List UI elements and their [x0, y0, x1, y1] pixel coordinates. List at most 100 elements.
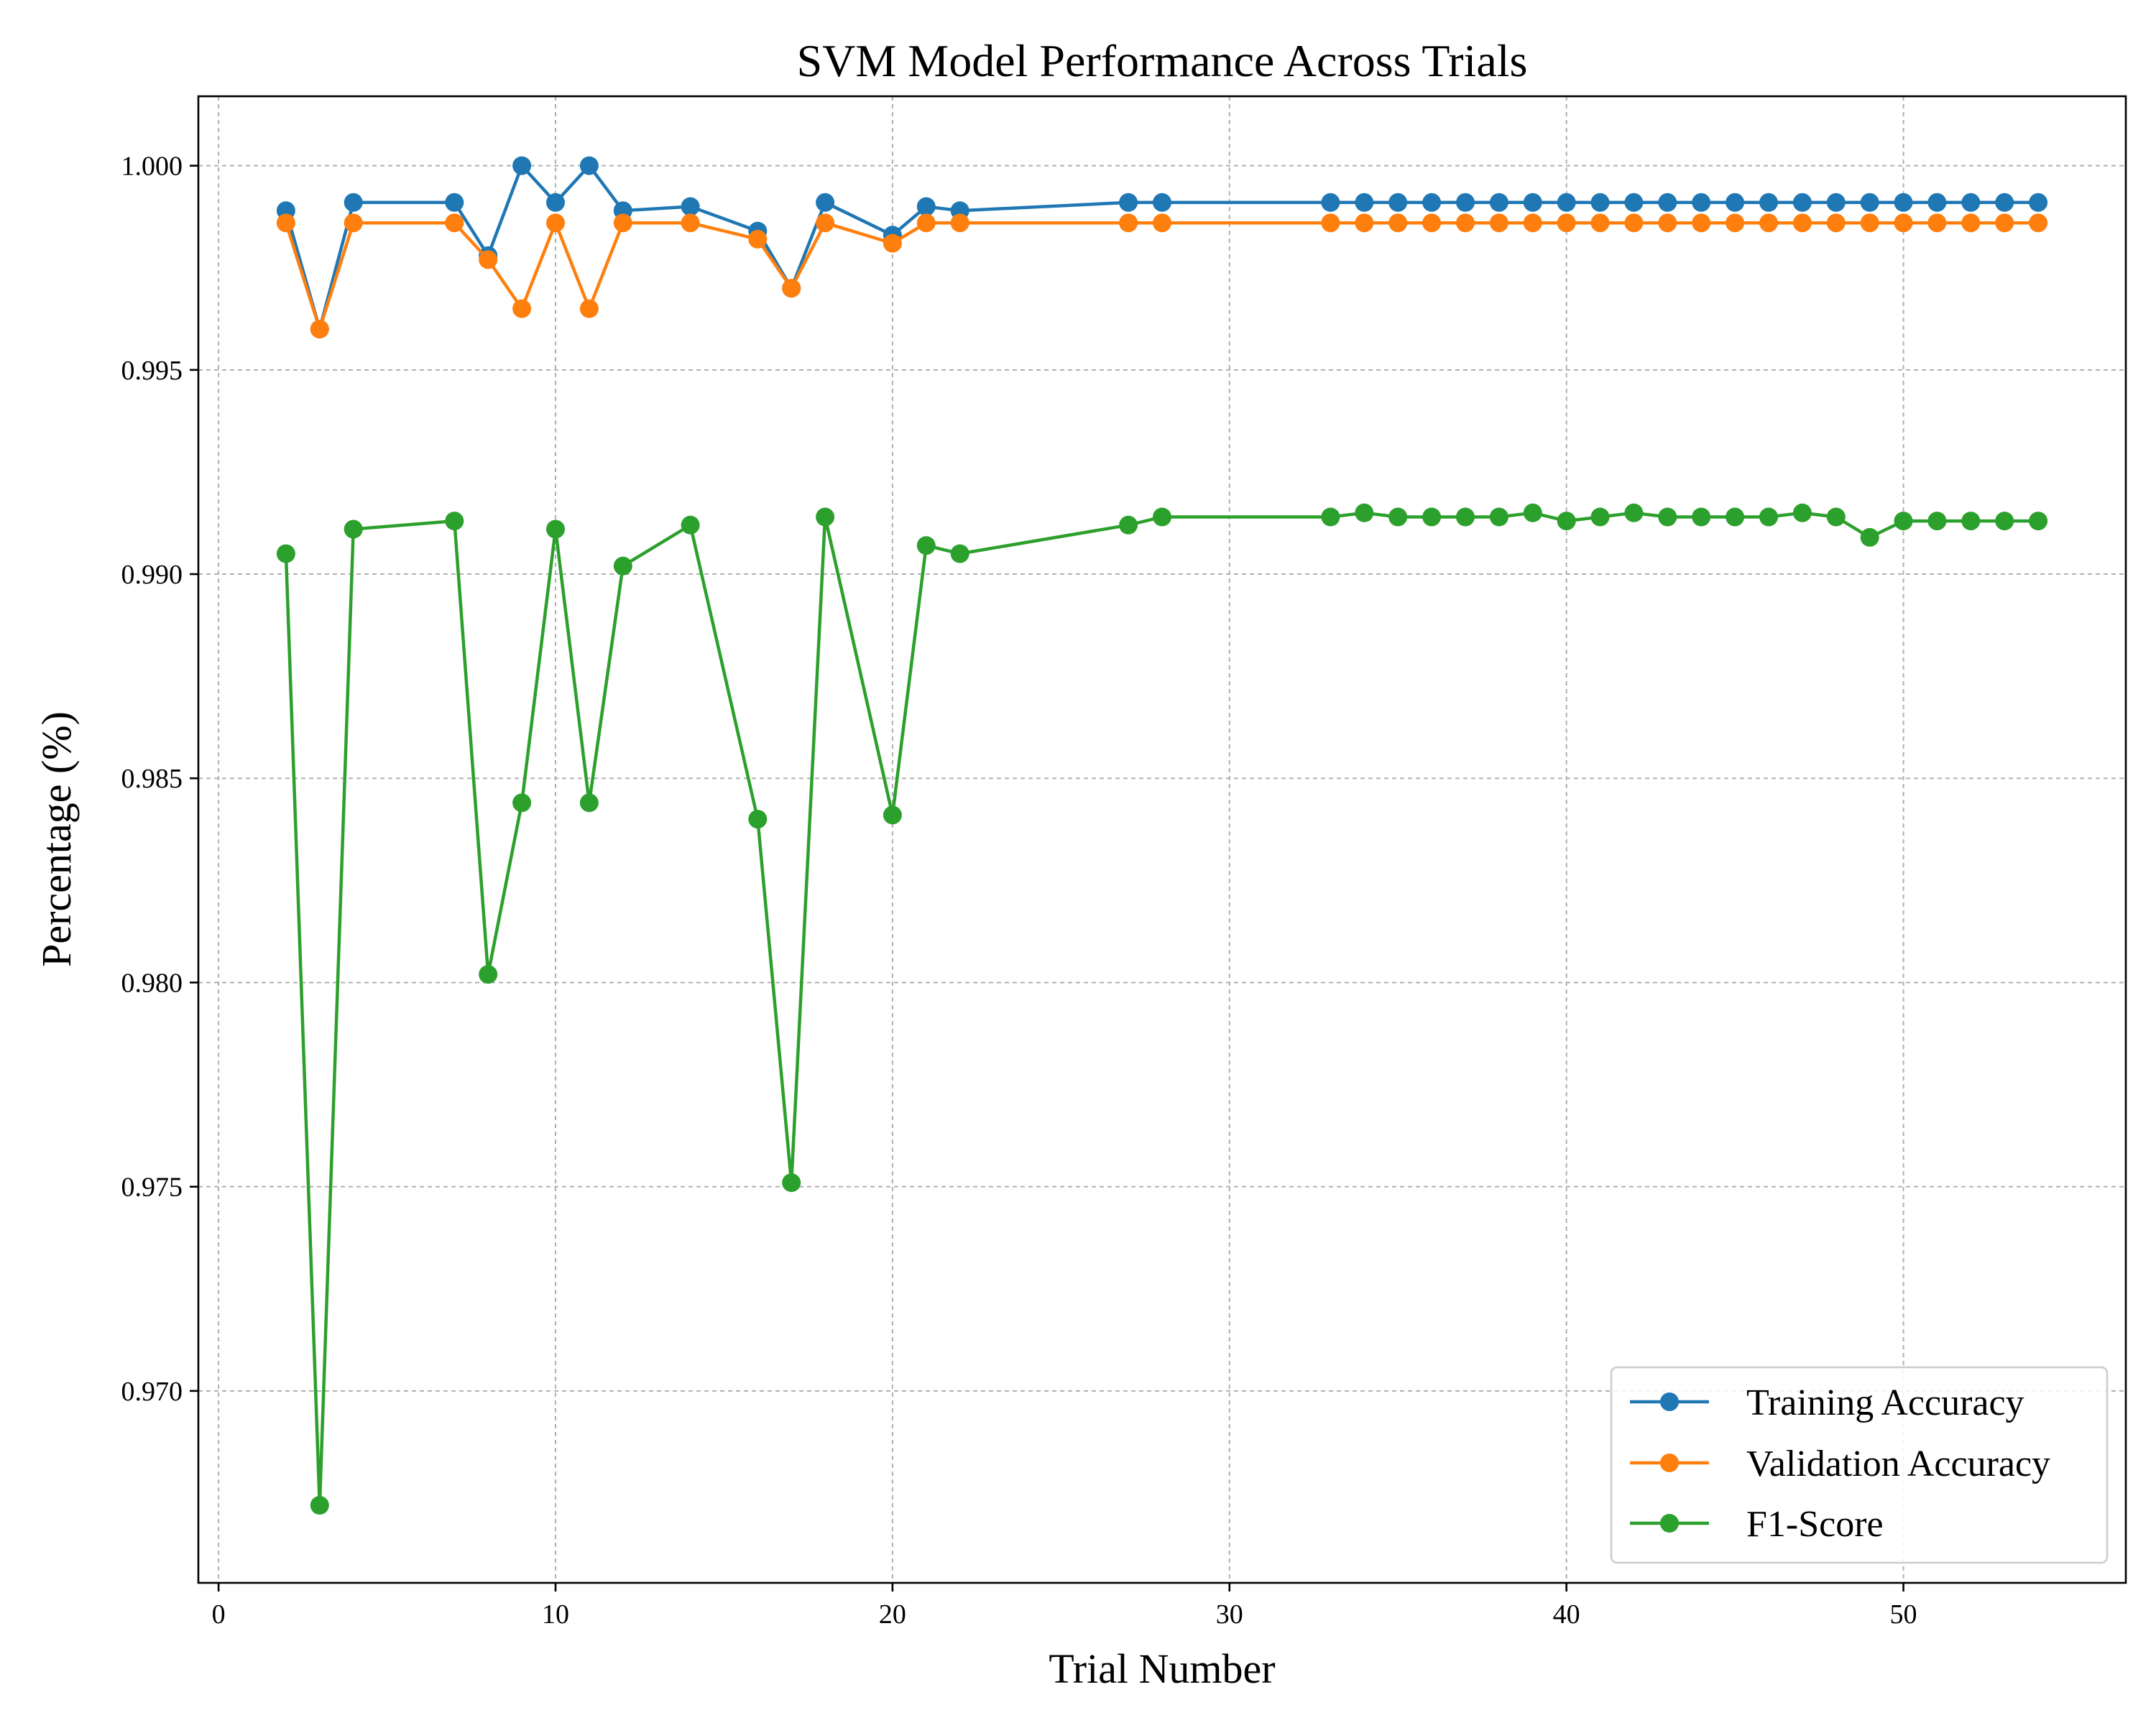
data-point-training-accuracy	[1726, 193, 1745, 212]
data-point-validation-accuracy	[1153, 213, 1171, 233]
data-point-f1-score	[1355, 503, 1374, 522]
data-point-training-accuracy	[1894, 193, 1913, 212]
data-point-training-accuracy	[1456, 193, 1475, 212]
x-tick-label: 30	[1216, 1599, 1243, 1630]
data-point-f1-score	[1826, 507, 1846, 527]
y-tick-label: 0.970	[121, 1377, 183, 1407]
data-point-training-accuracy	[681, 197, 700, 216]
x-tick-label: 20	[879, 1599, 906, 1630]
series-line-training-accuracy	[284, 164, 2039, 331]
y-axis-ticks: 0.970 0.975 0.980 0.985 0.990 0.995 1.000	[121, 152, 198, 1407]
data-point-f1-score	[613, 556, 632, 576]
data-point-validation-accuracy	[1826, 213, 1846, 233]
data-point-training-accuracy	[1927, 193, 1947, 212]
series-validation-accuracy	[276, 213, 2048, 338]
y-axis-label: Percentage (%)	[33, 711, 80, 967]
data-point-validation-accuracy	[1557, 213, 1576, 233]
y-tick-label: 0.980	[121, 968, 183, 998]
data-point-training-accuracy	[916, 197, 936, 216]
data-point-validation-accuracy	[1624, 213, 1644, 233]
data-point-validation-accuracy	[546, 213, 565, 233]
x-tick-label: 0	[212, 1599, 226, 1630]
data-point-f1-score	[546, 519, 565, 539]
data-point-validation-accuracy	[1995, 213, 2014, 233]
data-point-f1-score	[1321, 507, 1340, 527]
legend: Training Accuracy Validation Accuracy F1…	[1610, 1366, 2109, 1564]
data-point-validation-accuracy	[1456, 213, 1475, 233]
data-point-training-accuracy	[1489, 193, 1508, 212]
data-point-training-accuracy	[512, 156, 532, 175]
data-point-f1-score	[1995, 512, 2014, 531]
data-point-training-accuracy	[1523, 193, 1542, 212]
data-point-f1-score	[748, 810, 768, 829]
data-point-f1-score	[1388, 507, 1408, 527]
data-point-f1-score	[816, 507, 835, 527]
data-point-f1-score	[1961, 512, 1981, 531]
series-f1-score	[276, 503, 2048, 1515]
data-point-f1-score	[1557, 512, 1576, 531]
data-point-f1-score	[782, 1173, 801, 1192]
legend-frame	[1610, 1366, 2109, 1564]
data-point-training-accuracy	[1658, 193, 1677, 212]
data-point-f1-score	[1523, 503, 1542, 522]
data-point-validation-accuracy	[681, 213, 700, 233]
data-point-training-accuracy	[1826, 193, 1846, 212]
data-point-training-accuracy	[1624, 193, 1644, 212]
data-point-f1-score	[579, 793, 599, 813]
data-point-f1-score	[1153, 507, 1171, 527]
legend-entry-f1: F1-Score	[1630, 1504, 1884, 1545]
data-point-f1-score	[1489, 507, 1508, 527]
data-point-f1-score	[1624, 503, 1644, 522]
data-point-f1-score	[1792, 503, 1812, 522]
data-point-training-accuracy	[2029, 193, 2048, 212]
data-point-f1-score	[1456, 507, 1475, 527]
y-tick-label: 0.995	[121, 356, 183, 386]
y-tick-label: 0.985	[121, 764, 183, 794]
data-point-validation-accuracy	[883, 234, 902, 253]
data-point-f1-score	[2029, 512, 2048, 531]
data-point-validation-accuracy	[1321, 213, 1340, 233]
data-point-validation-accuracy	[310, 320, 329, 338]
data-point-validation-accuracy	[748, 229, 768, 249]
data-point-validation-accuracy	[1961, 213, 1981, 233]
data-point-validation-accuracy	[1927, 213, 1947, 233]
x-tick-label: 50	[1890, 1599, 1917, 1630]
data-point-f1-score	[1759, 507, 1778, 527]
data-point-training-accuracy	[1961, 193, 1981, 212]
data-point-training-accuracy	[1995, 193, 2014, 212]
data-point-validation-accuracy	[916, 213, 936, 233]
chart-title: SVM Model Performance Across Trials	[797, 35, 1528, 86]
data-point-validation-accuracy	[1355, 213, 1374, 233]
data-point-training-accuracy	[1119, 193, 1138, 212]
data-point-training-accuracy	[816, 193, 835, 212]
series-layer	[276, 156, 2048, 1515]
data-point-f1-score	[1860, 527, 1879, 547]
data-point-f1-score	[1658, 507, 1677, 527]
data-point-validation-accuracy	[1860, 213, 1879, 233]
data-point-f1-score	[310, 1496, 329, 1515]
data-point-training-accuracy	[344, 193, 363, 212]
data-point-validation-accuracy	[579, 299, 599, 318]
legend-marker-training	[1660, 1392, 1679, 1411]
data-point-validation-accuracy	[1388, 213, 1408, 233]
data-point-validation-accuracy	[479, 250, 498, 269]
data-point-f1-score	[1726, 507, 1745, 527]
data-point-training-accuracy	[1792, 193, 1812, 212]
data-point-training-accuracy	[1590, 193, 1610, 212]
data-point-training-accuracy	[1860, 193, 1879, 212]
legend-label-training: Training Accuracy	[1746, 1382, 2024, 1423]
x-tick-label: 40	[1553, 1599, 1580, 1630]
data-point-f1-score	[1119, 515, 1138, 535]
data-point-f1-score	[344, 519, 363, 539]
series-line-validation-accuracy	[284, 221, 2039, 331]
data-point-f1-score	[950, 544, 969, 563]
data-point-training-accuracy	[1692, 193, 1711, 212]
data-point-validation-accuracy	[344, 213, 363, 233]
data-point-validation-accuracy	[1422, 213, 1442, 233]
data-point-f1-score	[276, 544, 295, 563]
data-point-validation-accuracy	[782, 279, 801, 298]
data-point-training-accuracy	[546, 193, 565, 212]
legend-label-validation: Validation Accuracy	[1746, 1443, 2050, 1484]
